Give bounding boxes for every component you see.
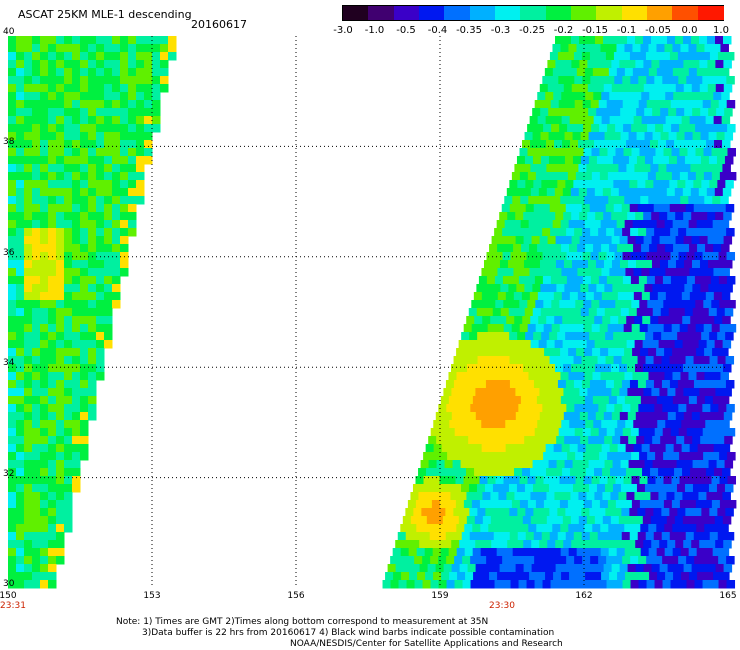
- colorbar-tick-label: -0.3: [490, 25, 511, 36]
- graticule: [8, 36, 728, 588]
- latitude-tick-label: 30: [3, 579, 15, 589]
- colorbar-segment: [343, 6, 369, 20]
- note-line-1: Note: 1) Times are GMT 2)Times along bot…: [116, 617, 489, 627]
- colorbar-tick-label: -0.2: [553, 25, 574, 36]
- map-title: ASCAT 25KM MLE-1 descending: [18, 8, 192, 21]
- colorbar-tick-label: 0.0: [681, 25, 698, 36]
- colorbar-tick-label: 1.0: [713, 25, 729, 36]
- colorbar-tick-label: -0.4: [427, 25, 448, 36]
- latitude-tick-label: 40: [3, 27, 15, 37]
- colorbar-tick-label: -3.0: [333, 25, 353, 36]
- colorbar-segment: [621, 6, 648, 20]
- colorbar-segment: [419, 6, 445, 20]
- colorbar-segment: [368, 6, 395, 20]
- map-date: 20160617: [191, 18, 247, 31]
- longitude-tick-label: 153: [143, 591, 161, 601]
- swath-time-right: 23:30: [489, 601, 515, 611]
- latitude-tick-label: 38: [3, 137, 15, 148]
- colorbar-tick-label: -0.5: [396, 25, 416, 36]
- colorbar-segment: [520, 6, 547, 20]
- longitude-tick-label: 159: [431, 591, 449, 601]
- latitude-tick-label: 36: [3, 247, 15, 258]
- colorbar-legend: [342, 5, 724, 21]
- longitude-tick-label: 156: [287, 591, 305, 601]
- note-line-3: NOAA/NESDIS/Center for Satellite Applica…: [290, 639, 563, 649]
- note-line-2: 3)Data buffer is 22 hrs from 20160617 4)…: [142, 628, 555, 638]
- colorbar-segment: [393, 6, 420, 20]
- colorbar-segment: [647, 6, 673, 20]
- latitude-tick-label: 32: [3, 468, 15, 479]
- colorbar-segment: [571, 6, 597, 20]
- colorbar-segment: [672, 6, 699, 20]
- colorbar-tick-label: -0.1: [616, 25, 637, 36]
- colorbar-tick-label: -1.0: [364, 25, 385, 36]
- colorbar-tick-label: -0.05: [645, 25, 671, 36]
- longitude-tick-label: 150: [0, 591, 17, 601]
- colorbar-segment: [495, 6, 521, 20]
- longitude-tick-label: 162: [575, 591, 593, 601]
- swath-time-left: 23:31: [0, 601, 26, 611]
- colorbar-segment: [545, 6, 572, 20]
- colorbar-tick-label: -0.25: [519, 25, 545, 36]
- colorbar-tick-label: -0.35: [456, 25, 482, 36]
- longitude-tick-label: 165: [719, 591, 737, 601]
- colorbar-segment: [596, 6, 623, 20]
- latitude-tick-label: 34: [3, 358, 15, 369]
- colorbar-tick-label: -0.15: [582, 25, 608, 36]
- colorbar-segment: [444, 6, 471, 20]
- swath-cells: [8, 36, 737, 589]
- colorbar-segment: [469, 6, 496, 20]
- colorbar-segment: [697, 6, 724, 20]
